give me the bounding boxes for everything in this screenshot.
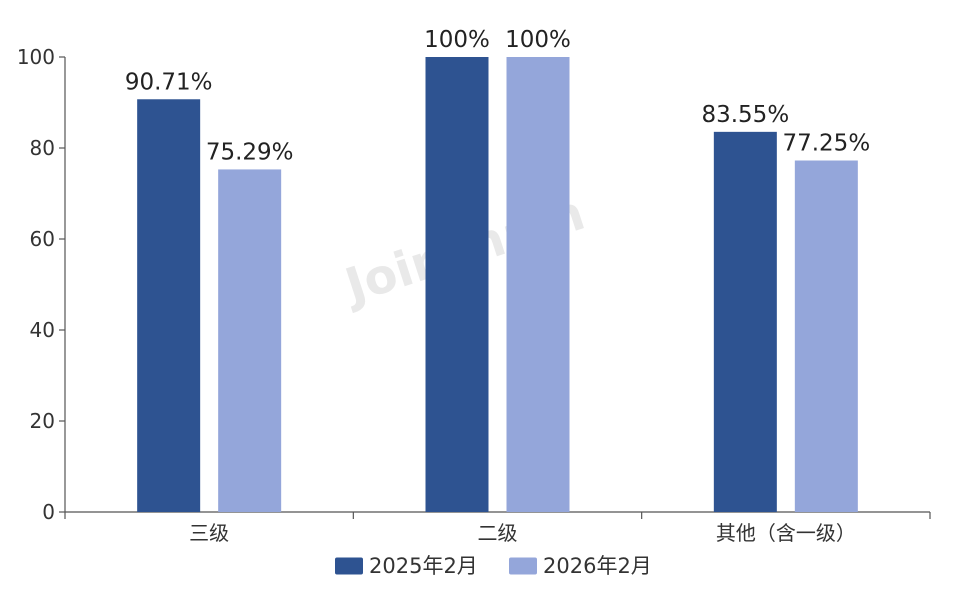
axes: 0 20 40 60 80 100 三级 二级 其他（含一级） — [17, 45, 931, 545]
bar — [713, 131, 777, 512]
data-label: 77.25% — [782, 131, 870, 157]
y-tick-label: 40 — [30, 318, 55, 342]
bar — [218, 169, 282, 513]
data-label: 100% — [505, 27, 571, 53]
bar — [137, 99, 201, 512]
x-category-label: 二级 — [478, 521, 518, 545]
data-label: 100% — [424, 27, 490, 53]
y-tick-label: 0 — [42, 500, 55, 524]
y-tick-label: 20 — [30, 409, 55, 433]
legend: 2025年2月 2026年2月 — [335, 554, 652, 578]
x-category-label: 其他（含一级） — [716, 521, 856, 545]
legend-swatch — [509, 557, 537, 575]
bar — [425, 57, 489, 512]
y-tick-label: 80 — [30, 136, 55, 160]
x-category-label: 三级 — [189, 521, 229, 545]
bars — [137, 57, 858, 513]
y-tick-label: 60 — [30, 227, 55, 251]
y-tick-label: 100 — [17, 45, 55, 69]
legend-swatch — [335, 557, 363, 575]
data-label: 83.55% — [701, 102, 789, 128]
data-label: 90.71% — [125, 69, 213, 95]
bar — [506, 57, 570, 512]
data-labels: 90.71% 75.29% 100% 100% 83.55% 77.25% — [125, 27, 870, 165]
legend-label: 2025年2月 — [369, 554, 478, 578]
legend-label: 2026年2月 — [543, 554, 652, 578]
data-label: 75.29% — [206, 139, 294, 165]
bar — [794, 160, 858, 512]
